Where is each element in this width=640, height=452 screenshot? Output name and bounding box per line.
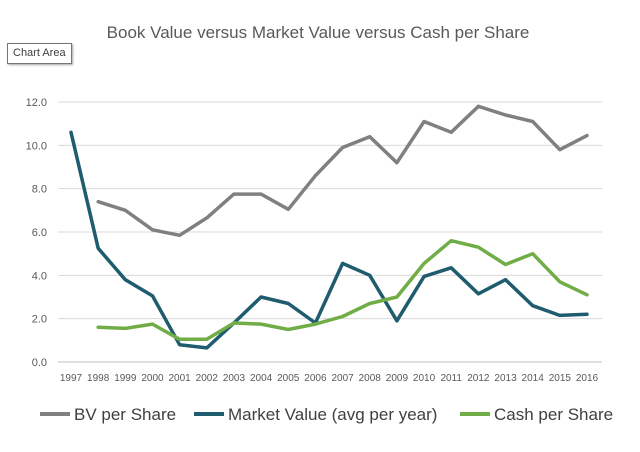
legend[interactable]: BV per Share Market Value (avg per year) C…: [40, 405, 613, 424]
x-tick-label: 2013: [494, 373, 517, 384]
legend-label-bv-per-share: BV per Share: [74, 405, 176, 424]
y-tick-label: 4.0: [32, 270, 47, 282]
x-tick-label: 1997: [60, 373, 83, 384]
x-tick-label: 2007: [331, 373, 354, 384]
y-tick-label: 12.0: [26, 97, 47, 109]
gridlines: [58, 101, 602, 363]
x-axis: 1997 1998 1999 2000 2001 2002 2003 2004 2005 2006…: [60, 373, 599, 384]
series-line-market-value-avg-per-year[interactable]: [69, 130, 589, 350]
x-tick-label: 2009: [386, 373, 409, 384]
x-tick-label: 1998: [87, 373, 110, 384]
series-line-cash-per-share[interactable]: [96, 238, 589, 342]
x-tick-label: 2014: [522, 373, 545, 384]
y-tick-label: 10.0: [26, 140, 47, 152]
x-tick-label: 2000: [141, 373, 164, 384]
x-tick-label: 2006: [304, 373, 327, 384]
x-tick-label: 2012: [467, 373, 490, 384]
x-tick-label: 2005: [277, 373, 300, 384]
x-tick-label: 2003: [223, 373, 246, 384]
x-tick-label: 2010: [413, 373, 436, 384]
chart-area-tooltip: Chart Area: [7, 43, 72, 64]
y-axis: 0.0 2.0 4.0 6.0 8.0 10.0 12.0: [26, 97, 47, 369]
y-tick-label: 2.0: [32, 314, 47, 326]
x-tick-label: 1999: [114, 373, 137, 384]
legend-label-market-value-avg-per-year: Market Value (avg per year): [228, 405, 437, 424]
y-tick-label: 8.0: [32, 184, 47, 196]
x-tick-label: 2001: [169, 373, 192, 384]
series-line-bv-per-share[interactable]: [96, 104, 589, 238]
y-tick-label: 0.0: [32, 357, 47, 369]
x-tick-label: 2011: [440, 373, 462, 384]
x-tick-label: 2008: [359, 373, 382, 384]
x-tick-label: 2004: [250, 373, 273, 384]
y-tick-label: 6.0: [32, 227, 47, 239]
chart-title: Book Value versus Market Value versus Ca…: [107, 23, 530, 42]
x-tick-label: 2016: [576, 373, 599, 384]
x-tick-label: 2002: [196, 373, 219, 384]
plot-area: [69, 104, 589, 350]
x-tick-label: 2015: [549, 373, 572, 384]
legend-label-cash-per-share: Cash per Share: [494, 405, 613, 424]
